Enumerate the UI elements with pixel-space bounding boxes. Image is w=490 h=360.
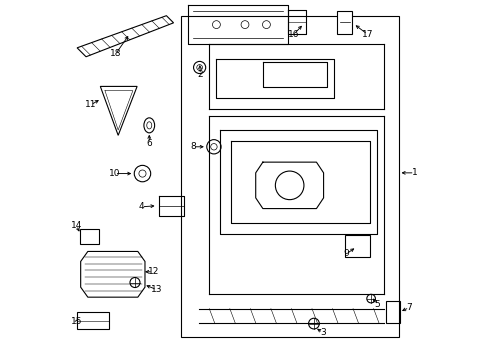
Text: 1: 1 bbox=[412, 168, 417, 177]
Polygon shape bbox=[80, 229, 99, 244]
Bar bbox=[181, 16, 398, 337]
Text: 8: 8 bbox=[190, 142, 196, 151]
Text: 18: 18 bbox=[110, 49, 122, 58]
Polygon shape bbox=[81, 251, 145, 297]
Polygon shape bbox=[77, 16, 173, 57]
Bar bbox=[345, 235, 370, 257]
Text: 17: 17 bbox=[362, 30, 373, 39]
Text: 7: 7 bbox=[406, 303, 412, 312]
Polygon shape bbox=[77, 312, 109, 329]
Polygon shape bbox=[100, 86, 137, 135]
Text: 4: 4 bbox=[139, 202, 144, 211]
Text: 9: 9 bbox=[343, 249, 349, 258]
Text: 16: 16 bbox=[288, 30, 300, 39]
Text: 5: 5 bbox=[374, 300, 380, 309]
Text: 6: 6 bbox=[147, 139, 152, 148]
Text: 11: 11 bbox=[85, 100, 97, 109]
Text: 10: 10 bbox=[109, 169, 121, 178]
Bar bbox=[386, 301, 400, 323]
Text: 12: 12 bbox=[147, 267, 159, 276]
Text: 13: 13 bbox=[151, 285, 163, 294]
Polygon shape bbox=[337, 12, 352, 33]
Text: 2: 2 bbox=[197, 70, 203, 79]
Text: 14: 14 bbox=[71, 221, 82, 230]
Text: 3: 3 bbox=[320, 328, 326, 337]
Text: 15: 15 bbox=[71, 317, 82, 326]
